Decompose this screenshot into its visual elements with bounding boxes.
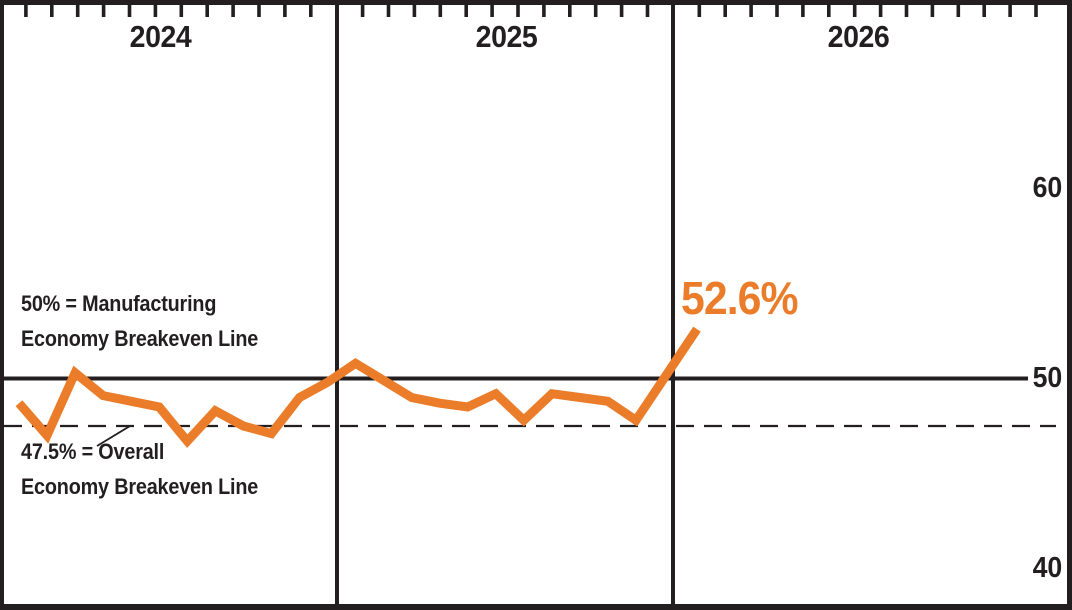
x-axis-tick bbox=[723, 4, 727, 17]
year-divider-2024-2025 bbox=[335, 0, 339, 610]
year-label-2025: 2025 bbox=[475, 19, 537, 54]
x-axis-tick bbox=[205, 4, 209, 17]
x-axis-tick bbox=[593, 4, 598, 17]
year-label-2026: 2026 bbox=[827, 19, 889, 54]
pmi-data-line bbox=[15, 326, 701, 449]
x-axis-tick bbox=[1008, 4, 1012, 17]
x-axis-tick bbox=[127, 4, 132, 17]
x-axis-tick bbox=[878, 4, 883, 17]
x-axis-tick bbox=[490, 4, 494, 17]
x-axis-tick bbox=[930, 4, 935, 17]
bottom-border bbox=[0, 604, 1072, 610]
x-axis-tick bbox=[852, 4, 857, 17]
x-axis-tick bbox=[697, 4, 702, 17]
x-axis-tick bbox=[1034, 4, 1038, 17]
x-axis-tick bbox=[24, 4, 28, 17]
year-divider-2025-2026 bbox=[671, 0, 675, 610]
x-axis-tick bbox=[101, 4, 106, 17]
x-axis-tick bbox=[360, 4, 365, 17]
x-axis-tick bbox=[568, 4, 572, 17]
x-axis-tick bbox=[775, 4, 779, 17]
latest-value-label: 52.6% bbox=[681, 272, 799, 324]
left-border bbox=[0, 0, 4, 610]
x-axis-tick bbox=[516, 4, 520, 17]
x-axis-tick bbox=[542, 4, 546, 17]
x-axis-tick bbox=[956, 4, 961, 17]
y-tick-label-50: 50 bbox=[1032, 361, 1062, 394]
x-axis-tick bbox=[982, 4, 986, 17]
y-tick-label-40: 40 bbox=[1032, 551, 1062, 584]
x-axis-tick bbox=[619, 4, 624, 17]
x-axis-tick bbox=[283, 4, 287, 17]
x-axis-tick bbox=[153, 4, 158, 17]
x-axis-tick bbox=[464, 4, 468, 17]
x-axis-tick bbox=[904, 4, 909, 17]
x-axis-tick bbox=[309, 4, 313, 17]
x-axis-tick bbox=[801, 4, 805, 17]
top-border bbox=[0, 0, 1072, 5]
annotation-pointer-line bbox=[96, 425, 131, 447]
x-axis-tick bbox=[231, 4, 235, 17]
manufacturing-breakeven-annotation: 50% = Manufacturing Economy Breakeven Li… bbox=[21, 291, 259, 351]
x-axis-tick bbox=[179, 4, 184, 17]
y-tick-label-60: 60 bbox=[1032, 171, 1062, 204]
x-axis-tick bbox=[645, 4, 650, 17]
right-border bbox=[1067, 0, 1072, 610]
x-axis-tick bbox=[257, 4, 261, 17]
x-axis-tick bbox=[412, 4, 417, 17]
overall-breakeven-annotation: 47.5% = Overall Economy Breakeven Line bbox=[21, 439, 259, 499]
x-axis-tick bbox=[827, 4, 831, 17]
x-axis-tick bbox=[75, 4, 80, 17]
x-axis-tick bbox=[438, 4, 443, 17]
x-axis-tick bbox=[50, 4, 54, 17]
x-axis-tick bbox=[386, 4, 391, 17]
x-axis-ticks bbox=[24, 4, 1038, 17]
year-label-2024: 2024 bbox=[129, 19, 191, 54]
x-axis-tick bbox=[749, 4, 753, 17]
